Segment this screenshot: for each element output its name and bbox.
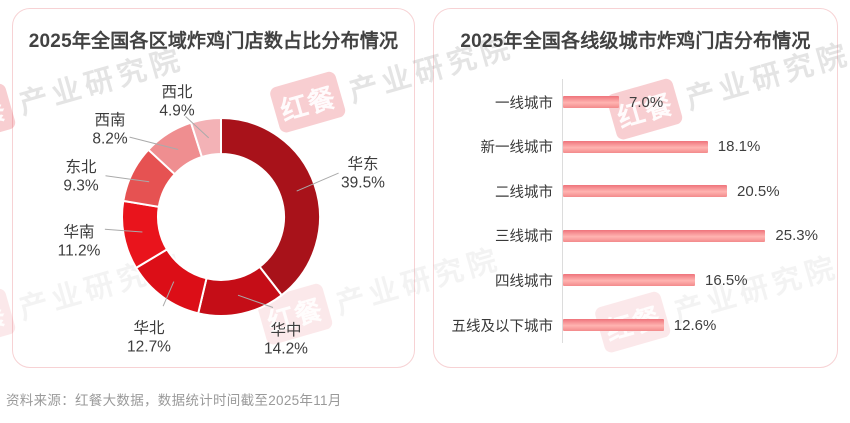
bar-四线城市 — [563, 274, 695, 287]
bar-row-二线城市: 二线城市 20.5% — [434, 176, 837, 206]
region-donut-card: 2025年全国各区域炸鸡门店数占比分布情况 华东 39.5% 华中 14.2% 华北 12… — [12, 8, 415, 368]
donut-label-华中: 华中 14.2% — [264, 321, 308, 358]
bar-row-五线及以下城市: 五线及以下城市 12.6% — [434, 310, 837, 340]
y-axis-line — [562, 79, 563, 343]
bar-category-label: 五线及以下城市 — [451, 318, 554, 335]
donut-label-西南: 西南 8.2% — [92, 111, 128, 148]
bar-category-label: 三线城市 — [495, 229, 553, 246]
leader-line-华南 — [104, 228, 143, 233]
donut-chart-title: 2025年全国各区域炸鸡门店数占比分布情况 — [28, 31, 399, 52]
leader-line-西南 — [129, 136, 179, 150]
donut-label-东北: 东北 9.3% — [63, 158, 99, 195]
bar-row-四线城市: 四线城市 16.5% — [434, 265, 837, 295]
bar-category-label: 二线城市 — [495, 184, 553, 201]
donut-chart: 华东 39.5% 华中 14.2% 华北 12.7% 华南 11.2% 东北 9.3% 西南 8.2%… — [58, 83, 386, 358]
bar-value-label: 7.0% — [629, 93, 664, 111]
bar-category-label: 一线城市 — [495, 95, 553, 112]
bar-row-一线城市: 一线城市 7.0% — [434, 87, 837, 117]
bar-一线城市 — [563, 96, 619, 108]
bar-category-label: 四线城市 — [495, 273, 553, 290]
leader-line-西北 — [185, 116, 210, 139]
leader-line-华东 — [296, 172, 339, 192]
bar-value-label: 12.6% — [673, 316, 717, 334]
leader-line-东北 — [105, 175, 150, 183]
donut-label-华东: 华东 39.5% — [341, 155, 385, 192]
donut-label-华南: 华南 11.2% — [58, 223, 101, 260]
donut-label-华北: 华北 12.7% — [127, 319, 171, 356]
bar-row-新一线城市: 新一线城市 18.1% — [434, 132, 837, 162]
donut-label-西北: 西北 4.9% — [159, 83, 195, 120]
bar-value-label: 20.5% — [737, 182, 780, 200]
bar-三线城市 — [563, 229, 766, 242]
donut-slice-华东 — [220, 116, 321, 297]
donut-slice-西北 — [189, 116, 222, 159]
city-tier-bar-card: 2025年全国各线级城市炸鸡门店分布情况 一线城市 7.0% 新一线城市 18.1% 二… — [433, 8, 838, 368]
bar-row-三线城市: 三线城市 25.3% — [434, 221, 837, 251]
leader-line-华中 — [237, 294, 274, 308]
bar-chart-title: 2025年全国各线级城市炸鸡门店分布情况 — [460, 31, 811, 52]
bar-value-label: 25.3% — [775, 227, 818, 245]
leader-line-华北 — [162, 281, 175, 307]
bar-value-label: 18.1% — [717, 138, 761, 156]
bar-五线及以下城市 — [563, 319, 664, 331]
source-note: 资料来源：红餐大数据，数据统计时间截至2025年11月 — [6, 393, 342, 408]
bar-value-label: 16.5% — [705, 271, 748, 289]
bar-chart: 一线城市 7.0% 新一线城市 18.1% 二线城市 20.5% 三线城市 25.3% 四线城市… — [434, 9, 837, 367]
bar-category-label: 新一线城市 — [480, 140, 554, 157]
bar-二线城市 — [563, 185, 727, 198]
bar-新一线城市 — [563, 140, 708, 153]
